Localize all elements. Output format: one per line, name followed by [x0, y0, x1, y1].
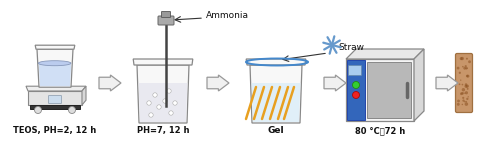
Text: Ammonia: Ammonia	[206, 11, 249, 20]
Circle shape	[352, 91, 360, 98]
Circle shape	[468, 60, 471, 63]
Polygon shape	[35, 45, 75, 49]
Circle shape	[149, 113, 153, 117]
Polygon shape	[28, 91, 82, 105]
Text: PH=7, 12 h: PH=7, 12 h	[137, 126, 189, 135]
Circle shape	[464, 101, 466, 103]
Circle shape	[169, 111, 173, 115]
Polygon shape	[99, 75, 121, 91]
Polygon shape	[324, 75, 346, 91]
Circle shape	[460, 57, 464, 60]
Ellipse shape	[38, 61, 71, 66]
Circle shape	[157, 105, 161, 109]
FancyBboxPatch shape	[158, 16, 174, 25]
Polygon shape	[347, 60, 365, 120]
Polygon shape	[37, 49, 73, 87]
Circle shape	[460, 57, 462, 60]
Circle shape	[466, 98, 468, 100]
Polygon shape	[250, 65, 302, 123]
Circle shape	[466, 67, 468, 69]
Text: Straw: Straw	[338, 42, 364, 51]
Circle shape	[460, 79, 462, 81]
Circle shape	[352, 81, 360, 88]
FancyBboxPatch shape	[456, 54, 472, 113]
Polygon shape	[367, 62, 411, 118]
Polygon shape	[252, 83, 300, 122]
Polygon shape	[346, 49, 424, 59]
Circle shape	[462, 104, 463, 105]
Circle shape	[464, 93, 466, 94]
Circle shape	[173, 101, 177, 105]
Circle shape	[147, 101, 151, 105]
Circle shape	[68, 106, 75, 114]
Circle shape	[464, 85, 468, 88]
Circle shape	[462, 84, 464, 85]
Circle shape	[464, 65, 467, 67]
Polygon shape	[346, 59, 414, 121]
Circle shape	[466, 85, 469, 88]
Circle shape	[456, 67, 460, 69]
Circle shape	[464, 67, 466, 70]
Polygon shape	[414, 49, 424, 121]
Circle shape	[458, 72, 461, 74]
Circle shape	[466, 75, 468, 77]
Polygon shape	[30, 105, 80, 109]
Circle shape	[466, 101, 467, 103]
Polygon shape	[38, 63, 72, 86]
Circle shape	[457, 103, 460, 106]
Polygon shape	[137, 65, 189, 123]
Circle shape	[458, 83, 460, 85]
Text: Gel: Gel	[268, 126, 284, 135]
FancyBboxPatch shape	[162, 11, 170, 18]
Circle shape	[461, 92, 464, 95]
Polygon shape	[246, 59, 306, 65]
Polygon shape	[207, 75, 229, 91]
Circle shape	[468, 96, 469, 97]
Polygon shape	[82, 86, 86, 105]
Text: TEOS, PH=2, 12 h: TEOS, PH=2, 12 h	[14, 126, 96, 135]
Circle shape	[462, 97, 464, 99]
FancyBboxPatch shape	[48, 96, 62, 104]
Circle shape	[153, 93, 157, 97]
Circle shape	[34, 106, 42, 114]
Circle shape	[464, 102, 468, 106]
Polygon shape	[26, 86, 86, 91]
Polygon shape	[133, 59, 193, 65]
Polygon shape	[138, 83, 188, 122]
Circle shape	[460, 92, 463, 95]
Circle shape	[466, 75, 469, 78]
Circle shape	[167, 89, 171, 93]
Circle shape	[466, 88, 468, 90]
Circle shape	[465, 91, 468, 94]
Circle shape	[466, 67, 468, 70]
Circle shape	[462, 99, 464, 102]
Circle shape	[464, 83, 468, 86]
Circle shape	[462, 88, 465, 91]
Text: 80 °C，72 h: 80 °C，72 h	[355, 126, 405, 135]
Polygon shape	[436, 75, 458, 91]
Circle shape	[457, 100, 460, 102]
FancyBboxPatch shape	[348, 66, 362, 76]
Circle shape	[462, 66, 464, 67]
Circle shape	[466, 58, 468, 60]
Circle shape	[163, 99, 167, 103]
